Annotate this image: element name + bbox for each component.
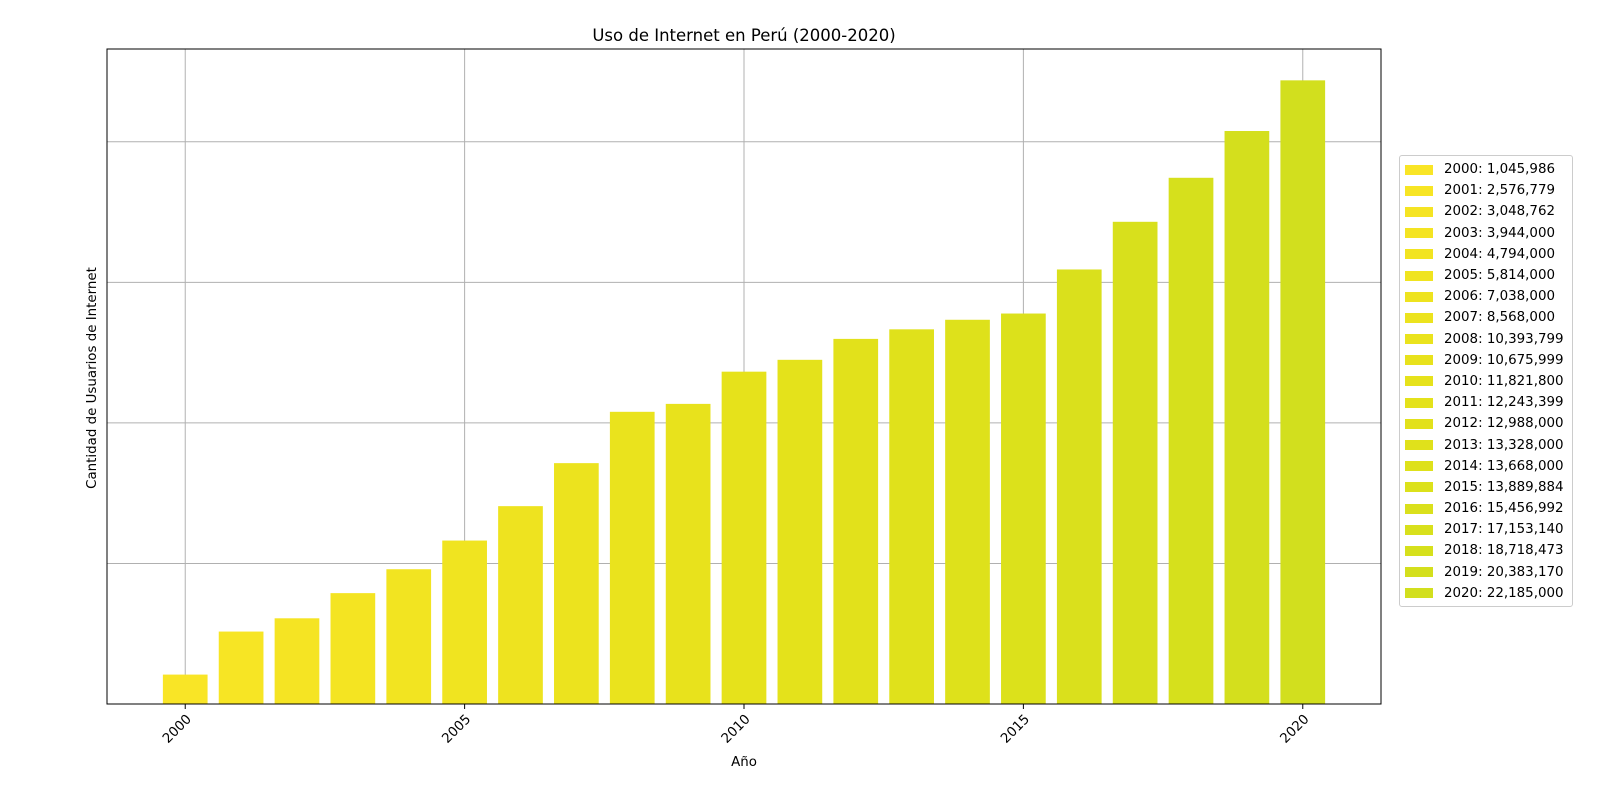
legend-swatch [1405, 376, 1433, 387]
x-axis-ticks: 2000 2005 2010 2015 2020 [160, 704, 1312, 747]
x-tick-label: 2020 [1278, 712, 1313, 747]
legend-swatch [1405, 185, 1433, 196]
bar-2005 [442, 540, 487, 704]
legend-label: 2013: 13,328,000 [1444, 437, 1564, 453]
legend-swatch [1405, 418, 1433, 429]
bar-2016 [1056, 269, 1102, 704]
legend-item: 2005: 5,814,000 [1400, 265, 1572, 286]
legend-item: 2008: 10,393,799 [1400, 329, 1572, 350]
legend-item: 2002: 3,048,762 [1400, 201, 1572, 222]
x-tick-label: 2010 [719, 712, 754, 747]
legend-swatch [1405, 270, 1433, 281]
legend-item: 2019: 20,383,170 [1400, 562, 1572, 583]
legend-label: 2016: 15,456,992 [1444, 501, 1564, 517]
legend-swatch [1405, 461, 1433, 472]
bar-2018 [1168, 177, 1214, 704]
x-tick-label: 2000 [160, 712, 195, 747]
legend-item: 2000: 1,045,986 [1400, 159, 1572, 180]
bar-2002 [274, 618, 320, 704]
bar-2007 [554, 463, 599, 704]
legend-item: 2004: 4,794,000 [1400, 244, 1572, 265]
legend-item: 2010: 11,821,800 [1400, 371, 1572, 392]
legend-item: 2011: 12,243,399 [1400, 392, 1572, 413]
legend-item: 2009: 10,675,999 [1400, 350, 1572, 371]
legend-swatch [1405, 334, 1433, 345]
bar-2003 [330, 593, 376, 704]
legend-label: 2018: 18,718,473 [1444, 543, 1564, 559]
legend-label: 2003: 3,944,000 [1444, 225, 1555, 241]
legend-label: 2012: 12,988,000 [1444, 416, 1564, 432]
legend-label: 2009: 10,675,999 [1444, 352, 1564, 368]
legend-label: 2017: 17,153,140 [1444, 522, 1564, 538]
chart-legend: 2000: 1,045,986 2001: 2,576,779 2002: 3,04… [1399, 155, 1573, 607]
x-tick-label: 2005 [440, 712, 475, 747]
legend-item: 2013: 13,328,000 [1400, 434, 1572, 455]
legend-swatch [1405, 503, 1433, 514]
legend-swatch [1405, 567, 1433, 578]
legend-item: 2018: 18,718,473 [1400, 540, 1572, 561]
legend-label: 2002: 3,048,762 [1444, 204, 1555, 220]
legend-item: 2007: 8,568,000 [1400, 307, 1572, 328]
legend-label: 2005: 5,814,000 [1444, 268, 1555, 284]
legend-item: 2015: 13,889,884 [1400, 477, 1572, 498]
bar-2010 [721, 371, 767, 704]
bar-2014 [945, 319, 990, 704]
bar-2020 [1280, 80, 1326, 704]
legend-label: 2006: 7,038,000 [1444, 289, 1555, 305]
bar-2013 [889, 329, 934, 704]
legend-label: 2008: 10,393,799 [1444, 331, 1564, 347]
legend-label: 2014: 13,668,000 [1444, 458, 1564, 474]
y-axis-label: Cantidad de Usuarios de Internet [85, 267, 100, 489]
x-axis-label: Año [731, 755, 757, 770]
legend-swatch [1405, 440, 1433, 451]
bar-2009 [665, 403, 711, 704]
bar-2017 [1112, 221, 1158, 705]
legend-item: 2006: 7,038,000 [1400, 286, 1572, 307]
bar-2012 [833, 338, 879, 704]
bar-2006 [498, 506, 543, 704]
legend-swatch [1405, 291, 1433, 302]
legend-label: 2001: 2,576,779 [1444, 183, 1555, 199]
legend-label: 2015: 13,889,884 [1444, 479, 1564, 495]
legend-label: 2011: 12,243,399 [1444, 395, 1564, 411]
bar-2001 [218, 631, 264, 704]
bar-2004 [386, 569, 432, 704]
legend-item: 2014: 13,668,000 [1400, 456, 1572, 477]
legend-item: 2016: 15,456,992 [1400, 498, 1572, 519]
legend-item: 2012: 12,988,000 [1400, 413, 1572, 434]
x-tick-label: 2015 [998, 712, 1033, 747]
legend-swatch [1405, 228, 1433, 239]
legend-swatch [1405, 588, 1433, 599]
legend-swatch [1405, 355, 1433, 366]
legend-swatch [1405, 545, 1433, 556]
legend-swatch [1405, 206, 1433, 217]
legend-label: 2019: 20,383,170 [1444, 564, 1564, 580]
chart-title: Uso de Internet en Perú (2000-2020) [592, 26, 895, 45]
legend-swatch [1405, 164, 1433, 175]
bars [162, 80, 1326, 705]
legend-label: 2004: 4,794,000 [1444, 246, 1555, 262]
legend-label: 2000: 1,045,986 [1444, 162, 1555, 178]
legend-label: 2020: 22,185,000 [1444, 585, 1564, 601]
legend-item: 2003: 3,944,000 [1400, 223, 1572, 244]
bar-2008 [609, 411, 655, 704]
bar-2015 [1001, 313, 1046, 704]
legend-item: 2017: 17,153,140 [1400, 519, 1572, 540]
bar-2019 [1224, 130, 1270, 705]
legend-swatch [1405, 524, 1433, 535]
legend-swatch [1405, 249, 1433, 260]
bar-2000 [162, 674, 208, 704]
legend-item: 2020: 22,185,000 [1400, 583, 1572, 604]
legend-item: 2001: 2,576,779 [1400, 180, 1572, 201]
legend-label: 2010: 11,821,800 [1444, 373, 1564, 389]
legend-swatch [1405, 312, 1433, 323]
legend-swatch [1405, 397, 1433, 408]
legend-label: 2007: 8,568,000 [1444, 310, 1555, 326]
bar-2011 [777, 359, 823, 704]
legend-swatch [1405, 482, 1433, 493]
